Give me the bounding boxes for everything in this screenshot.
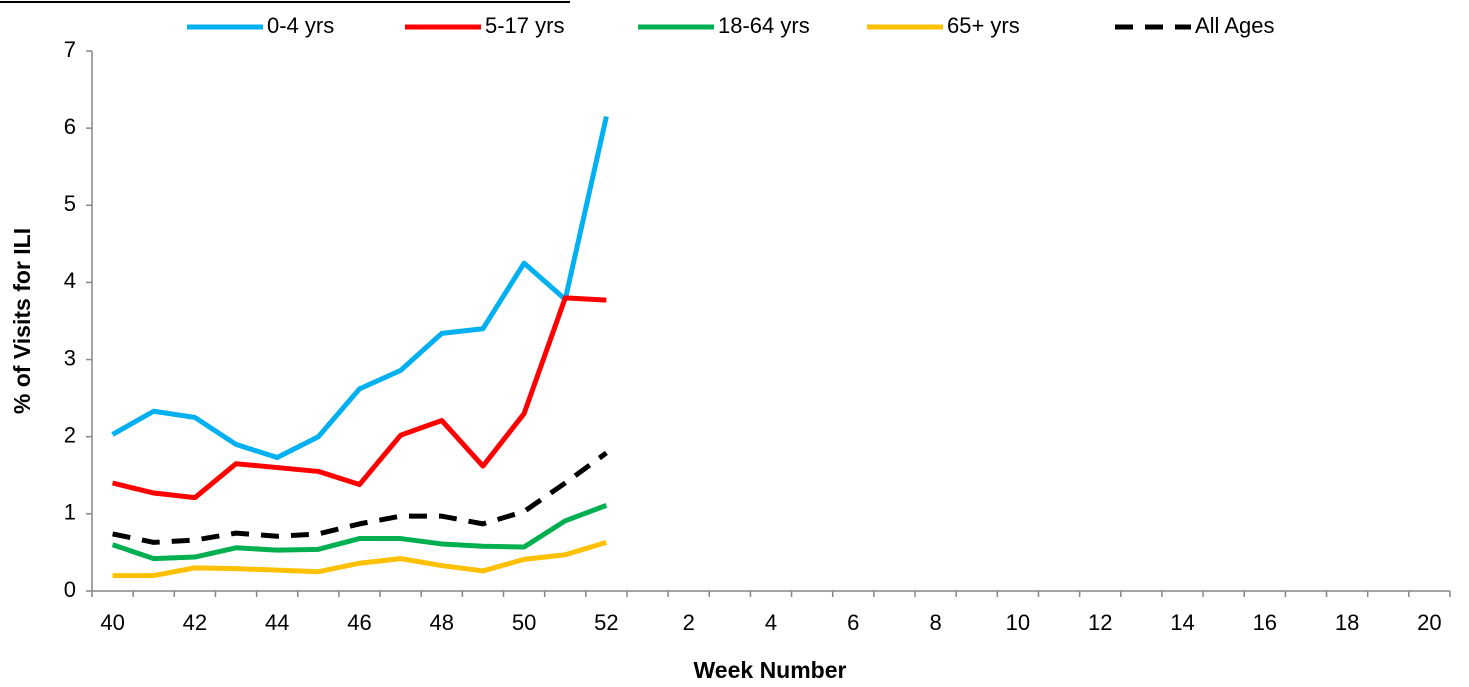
series-line (111, 503, 608, 562)
x-tick-label: 50 (512, 610, 536, 635)
legend-label: All Ages (1195, 13, 1275, 38)
x-tick-label: 20 (1417, 610, 1441, 635)
x-tick-label: 2 (683, 610, 695, 635)
x-axis-title: Week Number (694, 657, 847, 683)
series-line (112, 540, 608, 579)
y-tick-label: 1 (64, 500, 76, 525)
y-tick-label: 5 (64, 191, 76, 216)
x-tick-label: 6 (847, 610, 859, 635)
series-line (112, 450, 608, 545)
legend-label: 0-4 yrs (267, 13, 334, 38)
x-tick-label: 8 (929, 610, 941, 635)
x-tick-label: 16 (1253, 610, 1277, 635)
y-tick-label: 0 (64, 577, 76, 602)
x-tick-label: 12 (1088, 610, 1112, 635)
y-tick-label: 6 (64, 114, 76, 139)
y-axis-title: % of Visits for ILI (9, 228, 35, 414)
y-tick-label: 3 (64, 345, 76, 370)
x-tick-label: 46 (347, 610, 371, 635)
legend-label: 18-64 yrs (718, 13, 810, 38)
x-tick-label: 48 (430, 610, 454, 635)
legend-label: 5-17 yrs (485, 13, 564, 38)
x-tick-label: 52 (594, 610, 618, 635)
y-tick-label: 2 (64, 423, 76, 448)
x-tick-label: 44 (265, 610, 289, 635)
x-tick-label: 42 (183, 610, 207, 635)
y-tick-label: 7 (64, 37, 76, 62)
x-tick-label: 40 (100, 610, 124, 635)
x-tick-label: 14 (1170, 610, 1194, 635)
x-tick-label: 10 (1006, 610, 1030, 635)
series-line (111, 295, 607, 501)
series-line (111, 116, 609, 461)
x-tick-label: 18 (1335, 610, 1359, 635)
x-tick-label: 4 (765, 610, 777, 635)
legend-label: 65+ yrs (947, 13, 1020, 38)
y-tick-label: 4 (64, 268, 76, 293)
